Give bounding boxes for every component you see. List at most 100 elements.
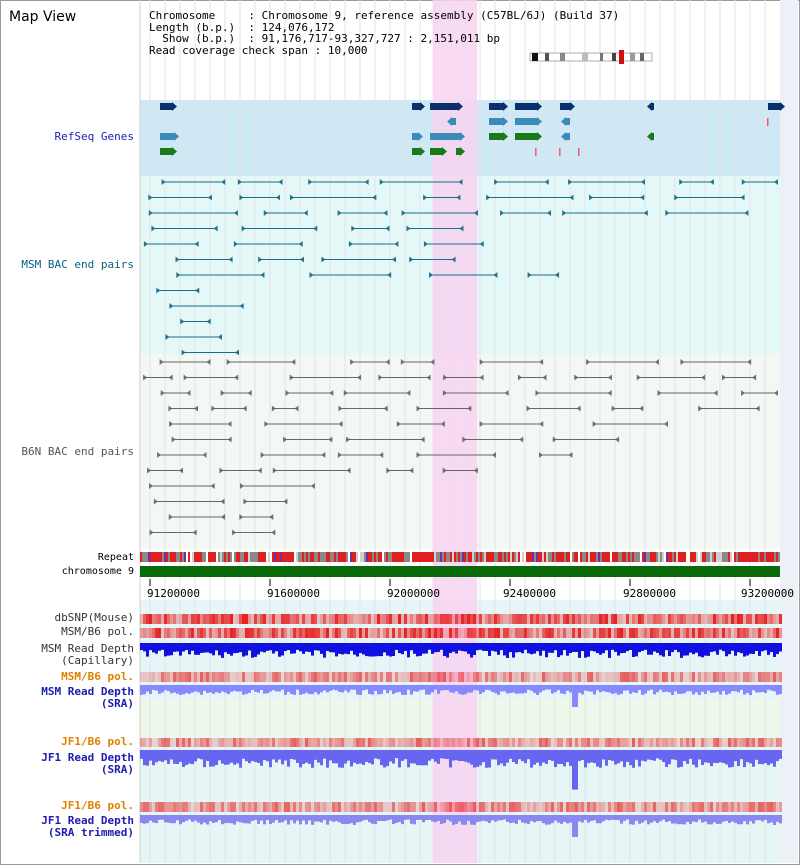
msm-pol-strip-2: [521, 672, 524, 682]
msm-capillary-depth-bar: [494, 643, 497, 652]
jf1-sra-depth-bar: [167, 750, 170, 764]
msm-pol-strip-2: [722, 672, 725, 682]
jf1-trimmed-depth-bar: [203, 815, 206, 823]
jf1-pol-strip: [725, 738, 728, 747]
dbsnp-strip: [608, 614, 611, 624]
repeat-segment: [702, 552, 704, 562]
track-label-msm-read-depth-capillary[interactable]: MSM Read Depth (Capillary): [0, 643, 134, 667]
region-info: Chromosome : Chromosome 9, reference ass…: [149, 10, 619, 56]
msm-capillary-depth-bar: [599, 643, 602, 655]
jf1-pol-strip: [317, 738, 320, 747]
msm-pol-strip-2: [500, 672, 503, 682]
msm-pol-strip-2: [440, 672, 443, 682]
track-label-repeat[interactable]: Repeat: [97, 552, 134, 563]
track-label-msm-b6-pol-2[interactable]: MSM/B6 pol.: [61, 670, 134, 683]
jf1-trimmed-depth-bar: [722, 815, 725, 822]
jf1-sra-depth-bar: [491, 750, 494, 760]
b6n-bac-end-pair-end: [157, 452, 162, 458]
track-label-msm-read-depth-sra[interactable]: MSM Read Depth (SRA): [0, 686, 134, 710]
dbsnp-strip: [428, 614, 431, 624]
b6n-bac-end-pair-end: [383, 405, 388, 412]
msm-pol-strip: [542, 628, 545, 638]
track-label-chromosome[interactable]: chromosome 9: [61, 566, 134, 577]
msm-pol-strip: [692, 628, 695, 638]
dbsnp-strip: [647, 614, 650, 624]
repeat-segment: [298, 552, 300, 562]
repeat-segment: [712, 552, 714, 562]
msm-capillary-depth-bar: [479, 643, 482, 650]
msm-pol-strip-2: [197, 672, 200, 682]
repeat-segment: [626, 552, 628, 562]
msm-sra-depth-bar: [731, 685, 734, 692]
jf1-trimmed-depth-bar: [713, 815, 716, 823]
jf1-pol-strip: [209, 738, 212, 747]
dbsnp-strip: [338, 614, 341, 624]
gene: [160, 133, 174, 140]
jf1-pol-strip-2: [713, 802, 716, 812]
dbsnp-strip: [563, 614, 566, 624]
track-label-jf1-b6-pol[interactable]: JF1/B6 pol.: [61, 735, 134, 748]
msm-capillary-depth-bar: [704, 643, 707, 656]
jf1-pol-strip: [497, 738, 500, 747]
track-label-refseq-genes[interactable]: RefSeq Genes: [54, 130, 134, 143]
dbsnp-strip: [386, 614, 389, 624]
jf1-sra-depth-bar: [428, 750, 431, 761]
jf1-sra-depth-bar: [764, 750, 767, 764]
dbsnp-strip: [521, 614, 524, 624]
track-label-jf1-read-depth-sra-trimmed[interactable]: JF1 Read Depth (SRA trimmed): [0, 815, 134, 839]
msm-pol-strip-2: [578, 672, 581, 682]
track-label-b6n-bac-end-pairs[interactable]: B6N BAC end pairs: [21, 445, 134, 458]
track-label-dbsnp[interactable]: dbSNP(Mouse): [54, 611, 134, 624]
msm-pol-strip: [164, 628, 167, 638]
jf1-sra-depth-bar: [608, 750, 611, 761]
msm-bac-end-pair-end: [321, 256, 326, 263]
jf1-sra-depth-bar: [509, 750, 512, 759]
track-label-msm-b6-pol[interactable]: MSM/B6 pol.: [61, 625, 134, 638]
jf1-sra-depth-bar: [605, 750, 608, 766]
dbsnp-strip: [317, 614, 320, 624]
msm-pol-strip-2: [605, 672, 608, 682]
jf1-pol-strip: [170, 738, 173, 747]
jf1-pol-strip: [563, 738, 566, 747]
msm-pol-strip: [248, 628, 251, 638]
msm-pol-strip-2: [464, 672, 467, 682]
repeat-segment: [506, 552, 508, 562]
msm-capillary-depth-bar: [710, 643, 713, 652]
msm-pol-strip: [383, 628, 386, 638]
jf1-pol-strip-2: [773, 802, 776, 812]
jf1-pol-strip-2: [620, 802, 623, 812]
jf1-pol-strip-2: [662, 802, 665, 812]
jf1-pol-strip: [554, 738, 557, 747]
jf1-pol-strip-2: [236, 802, 239, 812]
jf1-sra-depth-bar: [482, 750, 485, 763]
jf1-trimmed-depth-bar: [776, 815, 779, 822]
msm-pol-strip: [497, 628, 500, 638]
msm-pol-strip: [659, 628, 662, 638]
track-label-msm-bac-end-pairs[interactable]: MSM BAC end pairs: [21, 258, 134, 271]
jf1-pol-strip: [776, 738, 779, 747]
msm-pol-strip-2: [761, 672, 764, 682]
jf1-pol-strip-2: [683, 802, 686, 812]
b6n-bac-end-pair-end: [147, 467, 152, 474]
jf1-pol-strip-2: [707, 802, 710, 812]
jf1-pol-strip: [173, 738, 176, 747]
repeat-segment: [228, 552, 230, 562]
jf1-pol-strip-2: [251, 802, 254, 812]
jf1-trimmed-depth-bar: [365, 815, 368, 820]
jf1-pol-strip-2: [470, 802, 473, 812]
jf1-sra-depth-bar: [446, 750, 449, 760]
msm-pol-strip-2: [218, 672, 221, 682]
repeat-segment: [244, 552, 246, 562]
msm-pol-strip-2: [239, 672, 242, 682]
jf1-pol-strip: [680, 738, 683, 747]
msm-bac-end-pair-end: [181, 349, 186, 356]
repeat-segment: [366, 552, 368, 562]
jf1-pol-strip: [281, 738, 284, 747]
track-label-jf1-read-depth-sra[interactable]: JF1 Read Depth (SRA): [0, 752, 134, 776]
jf1-sra-depth-bar: [536, 750, 539, 763]
msm-pol-strip-2: [728, 672, 731, 682]
msm-sra-depth-bar: [491, 685, 494, 692]
track-label-jf1-b6-pol-2[interactable]: JF1/B6 pol.: [61, 799, 134, 812]
msm-capillary-depth-bar: [347, 643, 350, 655]
